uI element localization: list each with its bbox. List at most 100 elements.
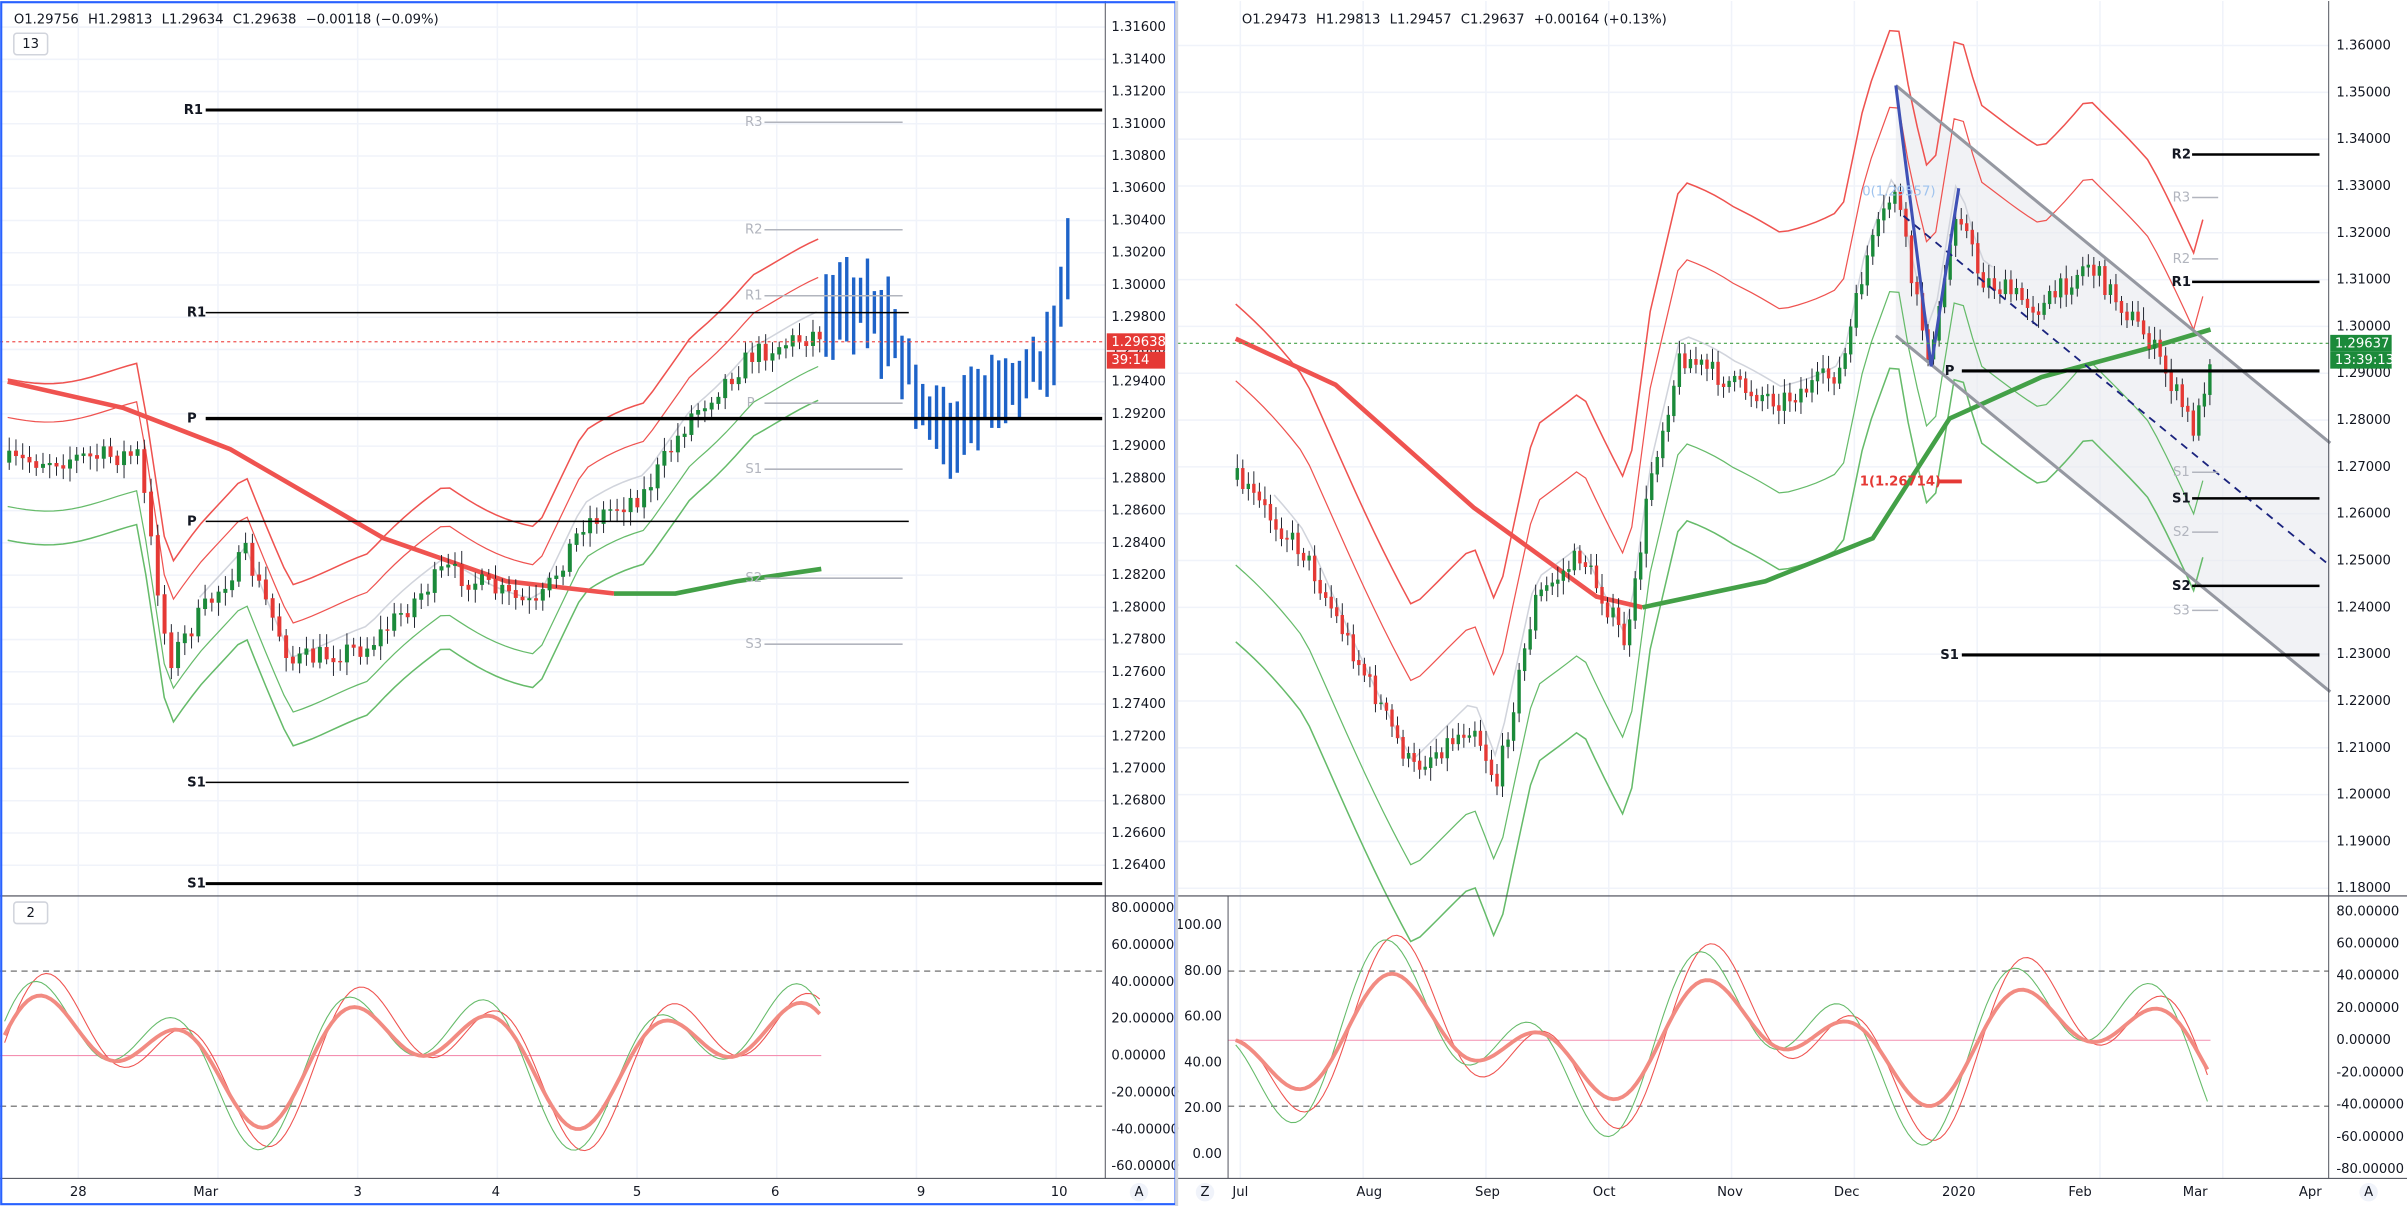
candle [2064, 278, 2068, 295]
candle [723, 378, 728, 399]
candle [2141, 320, 2146, 335]
ohlc-high: H1.29813 [88, 12, 152, 27]
candle [1804, 388, 1809, 393]
pivot-label: R1 [745, 289, 763, 304]
candle [34, 461, 39, 468]
scale-button[interactable] [2359, 1182, 2378, 1202]
toggle-button[interactable] [13, 32, 49, 56]
candle [1362, 663, 1367, 676]
candle [1285, 537, 1289, 540]
trend-line [1902, 215, 2331, 567]
candle [358, 646, 363, 657]
candle [2136, 311, 2140, 322]
candle [1843, 353, 1847, 369]
osc-tick: -60.00000 [2336, 1130, 2404, 1145]
pivot-label: P [747, 396, 755, 411]
candle [365, 648, 370, 657]
pivot-label: S1 [745, 462, 762, 477]
candle [385, 629, 390, 631]
candle [439, 566, 444, 571]
scale-button[interactable] [1195, 1182, 1215, 1202]
time-tick: Feb [2068, 1185, 2091, 1200]
candle [534, 598, 539, 601]
osc-tick: 60.00000 [2336, 937, 2399, 952]
bar [845, 256, 849, 342]
candle [1511, 712, 1516, 741]
price-tick: 1.29800 [1111, 310, 1166, 325]
candle [1699, 359, 1704, 365]
candle [1655, 456, 1659, 475]
bar [831, 274, 835, 360]
candle [675, 435, 680, 453]
candle [203, 598, 208, 610]
price-tick: 1.34000 [2336, 132, 2391, 147]
band-line [7, 399, 819, 747]
candle [1351, 634, 1356, 662]
candle [1257, 491, 1262, 501]
ohlc-change: −0.00118 (−0.09%) [306, 12, 439, 27]
osc-tick: -80.00000 [2336, 1162, 2404, 1177]
bar [997, 360, 1001, 429]
pivot-label: R3 [745, 115, 763, 130]
candle [1860, 284, 1864, 295]
bar [983, 375, 987, 418]
time-tick[interactable]: A [2364, 1185, 2373, 1200]
candle [1263, 499, 1267, 506]
osc-tick: 60.00 [1184, 1010, 1222, 1025]
bar [976, 368, 980, 451]
candle [777, 347, 782, 355]
countdown: 13:39:13 [2335, 353, 2394, 368]
candle [480, 574, 485, 585]
candle [1738, 375, 1742, 380]
price-tick: 1.28400 [1111, 536, 1166, 551]
candle [736, 377, 741, 385]
price-tick: 1.27600 [1111, 665, 1166, 680]
candle [1782, 392, 1787, 411]
bar [955, 401, 959, 473]
bar [1010, 362, 1015, 405]
candle [2103, 266, 2107, 295]
candle [1876, 219, 1881, 237]
candle [1467, 735, 1472, 738]
candle [1915, 281, 1919, 295]
bar [1024, 349, 1029, 399]
candle [432, 569, 437, 593]
price-tick: 1.28000 [2336, 413, 2391, 428]
candle [351, 644, 356, 648]
toggle-label[interactable]: 2 [27, 906, 35, 921]
candle [1920, 293, 1925, 331]
candle [810, 331, 815, 346]
auto-scale-button[interactable] [1129, 1182, 1149, 1202]
candle [209, 598, 214, 603]
candle [1423, 766, 1427, 770]
time-tick[interactable]: A [1135, 1185, 1144, 1200]
candle [2003, 279, 2008, 295]
candle [689, 413, 694, 435]
candle [1445, 738, 1449, 759]
candle [527, 598, 532, 601]
price-tick: 1.28800 [1111, 471, 1166, 486]
candle [446, 564, 451, 568]
candle [1639, 552, 1643, 580]
candle [1539, 589, 1543, 597]
candle [554, 575, 559, 579]
osc-tick: -20.00000 [1111, 1085, 1179, 1100]
price-tick: 1.30400 [1111, 213, 1166, 228]
candle [1987, 278, 1991, 288]
candle [1335, 607, 1339, 617]
candle [615, 509, 620, 511]
candle [189, 633, 194, 637]
time-tick[interactable]: Z [1201, 1185, 1210, 1200]
candle [1401, 736, 1405, 759]
candle [1235, 468, 1239, 480]
toggle-button[interactable] [13, 901, 49, 925]
candle [2191, 410, 2196, 436]
candle [2042, 302, 2046, 315]
time-tick: 6 [771, 1185, 779, 1200]
candle [1815, 371, 1820, 382]
candle [574, 533, 579, 545]
candle [743, 352, 748, 379]
osc-tick: 20.00000 [1111, 1012, 1174, 1027]
toggle-label[interactable]: 13 [22, 37, 39, 52]
